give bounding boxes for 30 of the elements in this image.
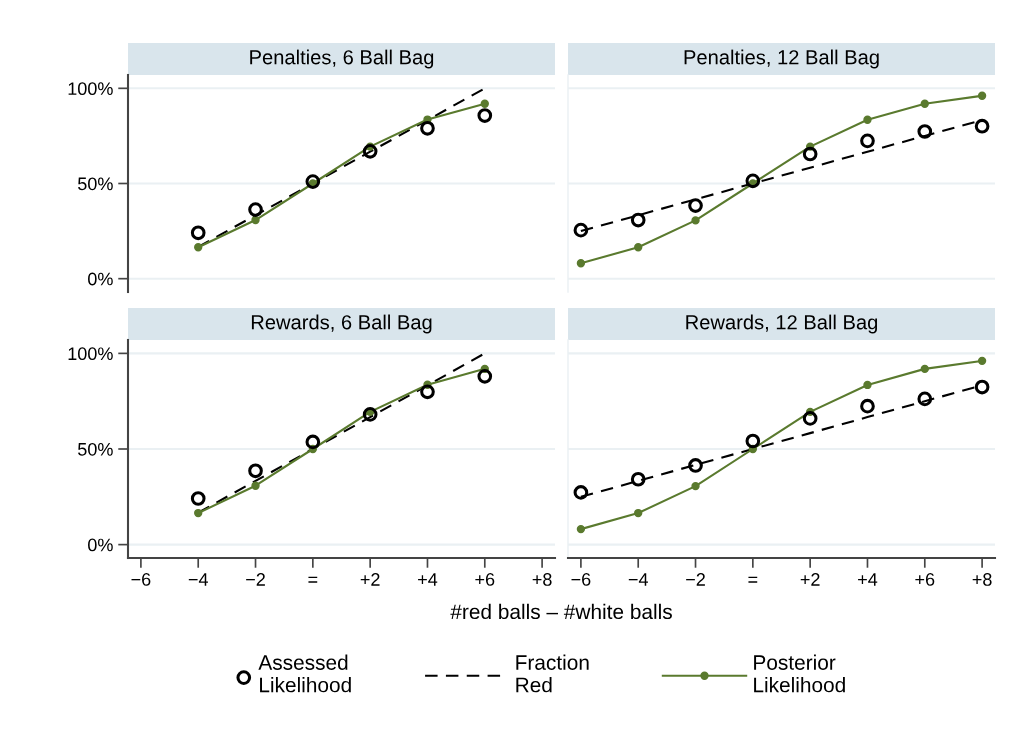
chart-title: Rewards, 12 Ball Bag (686, 314, 878, 334)
chart-title: Penalties, 12 Ball Bag (684, 49, 879, 69)
chart-title: Rewards, 6 Ball Bag (251, 314, 432, 334)
y-tick-label: 50% (78, 442, 113, 456)
x-tick-label: +4 (418, 573, 438, 586)
y-tick-label: 0% (88, 272, 113, 286)
x-tick-label: = (308, 576, 318, 583)
x-tick-label: +2 (800, 573, 820, 586)
x-tick-label: −2 (686, 573, 705, 586)
x-tick-label: −6 (571, 573, 591, 586)
y-tick-label: 100% (68, 347, 113, 361)
y-tick-label: 0% (88, 538, 113, 552)
x-axis-title: #red balls – #white balls (450, 603, 672, 620)
x-tick-label: +8 (532, 573, 552, 586)
x-tick-label: −4 (188, 573, 208, 586)
x-tick-label: +6 (915, 573, 935, 586)
x-tick-label: +4 (858, 573, 878, 586)
x-tick-label: −6 (131, 573, 151, 586)
x-tick-label: +6 (475, 573, 495, 586)
y-tick-label: 100% (68, 82, 113, 96)
x-tick-label: +2 (360, 573, 380, 586)
x-tick-label: −2 (246, 573, 265, 586)
legend-label: Fraction Red (516, 654, 589, 693)
legend-label: Assessed Likelihood (258, 654, 351, 693)
x-tick-label: −4 (628, 573, 648, 586)
y-tick-label: 50% (78, 177, 113, 191)
x-tick-label: +8 (972, 573, 992, 586)
x-tick-label: = (748, 576, 758, 583)
legend-label: Posterior Likelihood (754, 654, 845, 693)
chart-title: Penalties, 6 Ball Bag (250, 49, 434, 69)
